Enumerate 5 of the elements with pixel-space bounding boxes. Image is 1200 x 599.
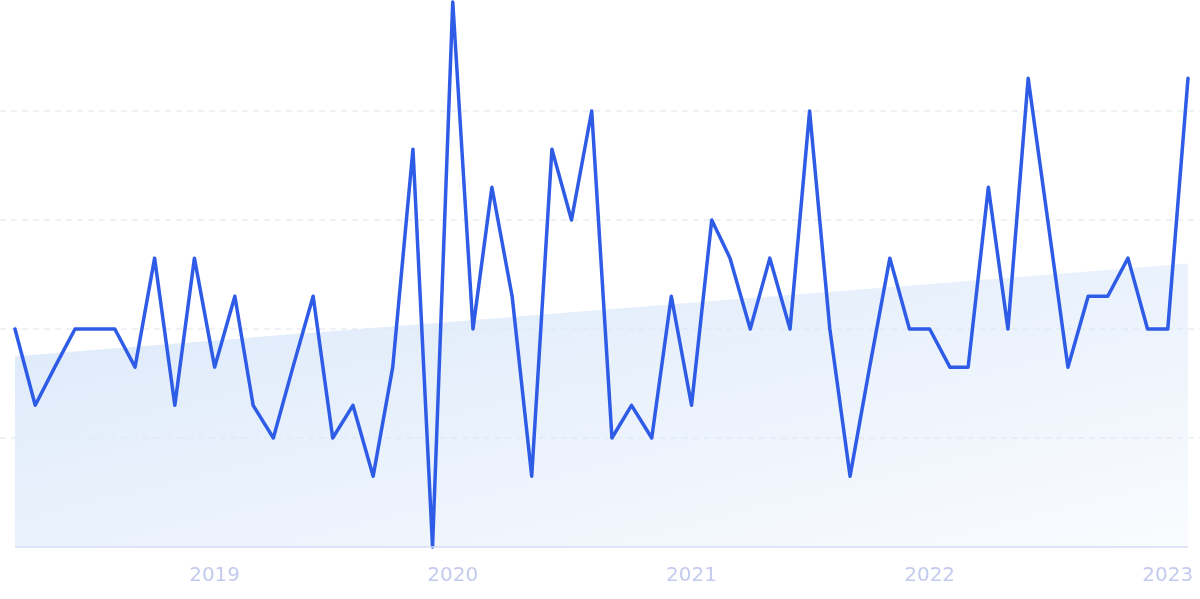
x-tick-label: 2020: [427, 562, 479, 586]
x-tick-label: 2023: [1142, 562, 1194, 586]
x-tick-label: 2022: [904, 562, 956, 586]
x-tick-label: 2021: [666, 562, 717, 586]
x-tick-label: 2019: [189, 562, 241, 586]
